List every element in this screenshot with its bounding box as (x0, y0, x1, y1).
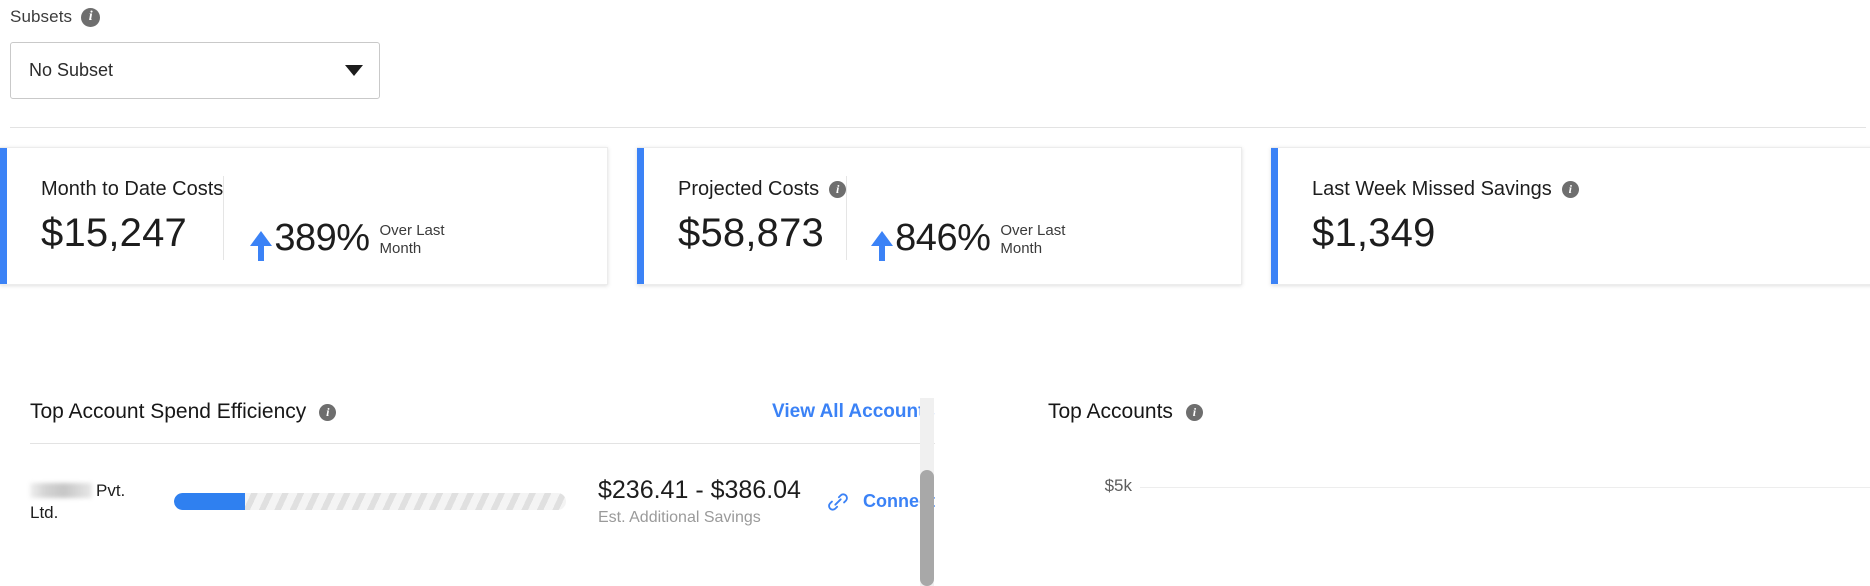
chevron-down-icon (345, 65, 363, 76)
chart-y-tick-label: $5k (1104, 475, 1132, 495)
kpi-value: $58,873 (678, 211, 824, 255)
subsets-label: Subsets (10, 7, 73, 26)
chart-gridline (1140, 486, 1870, 488)
top-accounts-panel: Top Accounts i $5k$4k (1048, 395, 1870, 586)
section-divider (10, 127, 1866, 128)
kpi-title: Last Week Missed Savings (1312, 178, 1552, 200)
scrollbar-thumb[interactable] (920, 470, 934, 586)
kpi-delta-percent: 846% (895, 216, 991, 259)
link-icon (825, 489, 851, 515)
connect-action[interactable]: Connect (825, 489, 935, 515)
kpi-divider (223, 176, 225, 260)
progress-bar-fill (174, 493, 245, 510)
kpi-delta-percent: 389% (274, 216, 370, 259)
arrow-up-icon (250, 230, 273, 261)
info-icon[interactable]: i (829, 181, 847, 198)
kpi-title: Month to Date Costs (41, 178, 224, 200)
account-name: Pvt. Ltd. (30, 480, 148, 524)
kpi-divider (846, 176, 848, 260)
subset-selected-value: No Subset (29, 60, 114, 80)
arrow-up-icon (871, 230, 894, 261)
savings-range: $236.41 - $386.04 (598, 476, 801, 504)
info-icon[interactable]: i (81, 7, 101, 27)
redacted-account-name (30, 482, 92, 498)
kpi-card-projected-costs[interactable]: Projected Costs i $58,873 846% Over Last… (637, 147, 1242, 285)
kpi-title: Projected Costs (678, 178, 820, 200)
kpi-card-month-to-date-costs[interactable]: Month to Date Costs $15,247 389% Over La… (0, 147, 608, 285)
kpi-delta-caption: Over Last Month (1000, 222, 1066, 257)
spend-efficiency-header: Top Account Spend Efficiency i View All … (30, 395, 935, 429)
panel-title: Top Account Spend Efficiency (30, 400, 307, 423)
savings-block: $236.41 - $386.04 Est. Additional Saving… (598, 476, 813, 527)
kpi-card-row: Month to Date Costs $15,247 389% Over La… (0, 147, 1870, 285)
savings-caption: Est. Additional Savings (598, 509, 761, 526)
top-accounts-header: Top Accounts i (1048, 395, 1870, 429)
connect-link[interactable]: Connect (863, 491, 935, 511)
subset-select[interactable]: No Subset (10, 42, 380, 99)
card-accent-bar (637, 148, 644, 284)
account-name-suffix: Pvt. Ltd. (30, 480, 126, 522)
top-accounts-bar-chart: $5k$4k (1048, 447, 1870, 586)
kpi-value: $15,247 (41, 211, 187, 255)
spend-efficiency-progress-bar (174, 493, 566, 510)
spend-efficiency-panel: Top Account Spend Efficiency i View All … (30, 395, 935, 527)
card-accent-bar (1271, 148, 1278, 284)
kpi-delta-caption: Over Last Month (379, 222, 445, 257)
info-icon[interactable]: i (1185, 403, 1203, 421)
card-accent-bar (0, 148, 7, 284)
panel-title: Top Accounts (1048, 400, 1173, 423)
list-item[interactable]: Pvt. Ltd. $236.41 - $386.04 Est. Additio… (30, 476, 935, 527)
kpi-delta: 846% Over Last Month (847, 192, 1078, 284)
kpi-delta: 389% Over Last Month (224, 192, 457, 284)
kpi-card-last-week-missed-savings[interactable]: Last Week Missed Savings i $1,349 (1271, 147, 1870, 285)
subsets-filter: Subsets i No Subset (10, 6, 380, 99)
view-all-accounts-link[interactable]: View All Accounts (772, 401, 935, 422)
info-icon[interactable]: i (1561, 181, 1579, 198)
info-icon[interactable]: i (319, 403, 337, 421)
panel-divider (30, 443, 935, 444)
kpi-value: $1,349 (1312, 211, 1436, 255)
subsets-label-row: Subsets i (10, 6, 380, 28)
